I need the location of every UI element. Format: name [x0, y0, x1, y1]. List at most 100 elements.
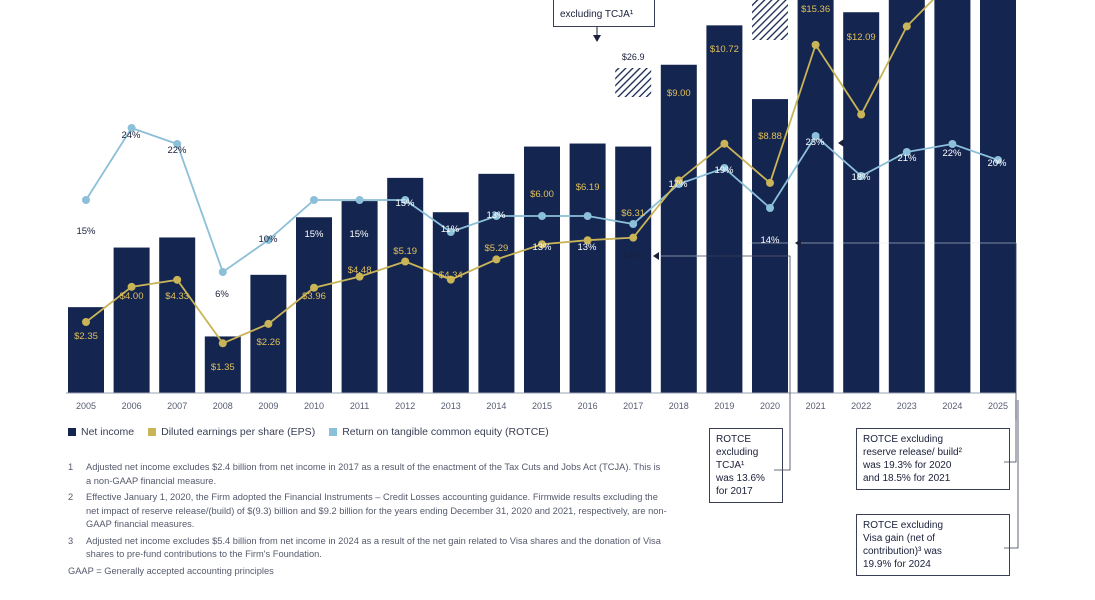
tcja-callout-box: excluding TCJA¹	[553, 0, 655, 27]
x-tick-2024: 2024	[942, 401, 962, 411]
eps-point-2015	[538, 240, 546, 249]
footnotes: 1 Adjusted net income excludes $2.4 billi…	[68, 461, 668, 581]
rotce-point-2022	[857, 172, 866, 180]
rotce-point-2010	[310, 196, 318, 204]
bar-label-2011: $19.0	[347, 168, 372, 179]
legend-label-net-income: Net income	[81, 426, 135, 438]
rotce-label-2019: 19%	[714, 165, 734, 176]
rotce-point-2019	[720, 164, 729, 172]
bar-net-income-2018	[660, 64, 697, 393]
bar-label-2012: $21.3	[393, 141, 418, 152]
x-tick-2008: 2008	[213, 401, 233, 411]
connector-2020	[1015, 243, 1017, 420]
rotce-label-2007: 22%	[167, 145, 187, 156]
rotce-label-2021: 23%	[805, 137, 825, 148]
rotce-label-2011: 15%	[349, 229, 369, 240]
tcja-total-label: $26.9	[622, 52, 645, 62]
eps-point-2007	[173, 275, 182, 284]
callout-rotce-2024: ROTCE excluding Visa gain (net of contri…	[856, 514, 1010, 576]
x-tick-2021: 2021	[806, 401, 826, 411]
rotce-label-2023: 21%	[897, 153, 917, 164]
bar-net-income-2016	[569, 143, 606, 393]
rotce-label-2012: 15%	[395, 198, 415, 209]
callout-rotce-2020-2021: ROTCE excluding reserve release/ build² …	[856, 428, 1010, 490]
bar-label-2017: $24.4	[621, 103, 646, 114]
x-tick-2005: 2005	[76, 401, 96, 411]
rotce-point-2013	[446, 228, 455, 236]
rotce-label-2008: 6%	[215, 289, 229, 300]
eps-label-2019: $10.72	[710, 44, 739, 55]
eps-label-2008: $1.35	[211, 362, 235, 373]
eps-point-2014	[492, 255, 501, 264]
eps-point-2021	[811, 40, 820, 49]
rotce-label-2015: 13%	[532, 242, 552, 253]
bar-label-2020: $29.1	[757, 45, 782, 56]
callout-marker-1	[795, 239, 801, 247]
x-tick-2022: 2022	[851, 401, 871, 411]
eps-point-2009	[264, 319, 273, 328]
x-tick-2015: 2015	[532, 401, 552, 411]
eps-label-2005: $2.35	[74, 331, 98, 342]
gaap-note: GAAP = Generally accepted accounting pri…	[68, 565, 274, 576]
eps-point-2019	[720, 139, 729, 148]
rotce-label-2022: 18%	[851, 172, 871, 183]
rotce-point-2005	[82, 196, 90, 204]
rotce-label-2006: 24%	[121, 130, 141, 141]
x-tick-2013: 2013	[441, 401, 461, 411]
callout-marker-2	[838, 139, 844, 147]
rotce-point-2020	[766, 204, 774, 212]
connector-2017	[697, 255, 791, 420]
chart-area: 2005 2006 2007 2008 2009 2010 2011 2012 2013 2014…	[66, 0, 1017, 420]
bar-label-2013: $17.9	[438, 183, 463, 194]
rotce-point-2017	[629, 220, 638, 228]
bar-reserve-adjustment-2020	[752, 0, 788, 40]
x-tick-2012: 2012	[395, 401, 415, 411]
bar-net-income-2009	[250, 274, 287, 393]
x-tick-2009: 2009	[258, 401, 278, 411]
legend-label-eps: Diluted earnings per share (EPS)	[161, 426, 316, 438]
rotce-point-2014	[492, 212, 501, 220]
eps-label-2010: $3.96	[302, 291, 326, 302]
eps-label-2013: $4.34	[439, 270, 463, 281]
legend-label-rotce: Return on tangible common equity (ROTCE)	[342, 426, 549, 438]
eps-label-2011: $4.48	[348, 265, 372, 276]
legend: Net income Diluted earnings per share (E…	[68, 426, 549, 438]
rotce-point-2006	[127, 124, 136, 132]
eps-point-2022	[857, 110, 866, 119]
legend-swatch-eps	[148, 428, 157, 436]
rotce-point-2021	[811, 132, 820, 140]
legend-item-eps: Diluted earnings per share (EPS)	[148, 426, 315, 438]
bar-net-income-2007	[159, 237, 196, 393]
eps-label-2012: $5.19	[393, 246, 417, 257]
rotce-label-2016: 13%	[577, 242, 597, 253]
bar-net-income-2011	[341, 201, 378, 393]
rotce-label-2018: 17%	[668, 179, 688, 190]
bar-label-2014: $21.7	[484, 138, 509, 149]
bar-net-income-2024	[934, 0, 971, 393]
bar-net-income-2025	[980, 0, 1016, 393]
x-tick-2016: 2016	[578, 401, 598, 411]
rotce-label-2014: 13%	[486, 210, 506, 221]
legend-item-rotce: Return on tangible common equity (ROTCE)	[329, 426, 549, 438]
rotce-label-2020: 14%	[760, 235, 780, 246]
bar-net-income-2019	[706, 25, 743, 394]
rotce-label-2005: 15%	[76, 226, 96, 237]
bar-label-2006: $14.4	[119, 224, 144, 235]
eps-point-2018	[674, 176, 683, 185]
tcja-callout-line: excluding TCJA¹	[560, 9, 634, 20]
bar-label-2009: $11.7	[256, 256, 281, 267]
rotce-label-2010: 15%	[304, 229, 324, 240]
bar-net-income-2017	[615, 146, 652, 393]
x-tick-2017: 2017	[623, 401, 643, 411]
eps-point-2017	[629, 233, 638, 242]
eps-point-2020	[766, 178, 774, 187]
eps-label-2022: $12.09	[847, 32, 876, 43]
footnote-3: 3 Adjusted net income excludes $5.4 billi…	[68, 535, 661, 560]
eps-label-2017: $6.31	[621, 208, 645, 219]
rotce-point-2011	[355, 196, 364, 204]
x-tick-2020: 2020	[760, 401, 780, 411]
bar-net-income-2006	[113, 247, 150, 393]
x-tick-2011: 2011	[350, 401, 369, 411]
x-tick-2025: 2025	[988, 401, 1008, 411]
bar-label-2015: $24.4	[529, 103, 554, 114]
